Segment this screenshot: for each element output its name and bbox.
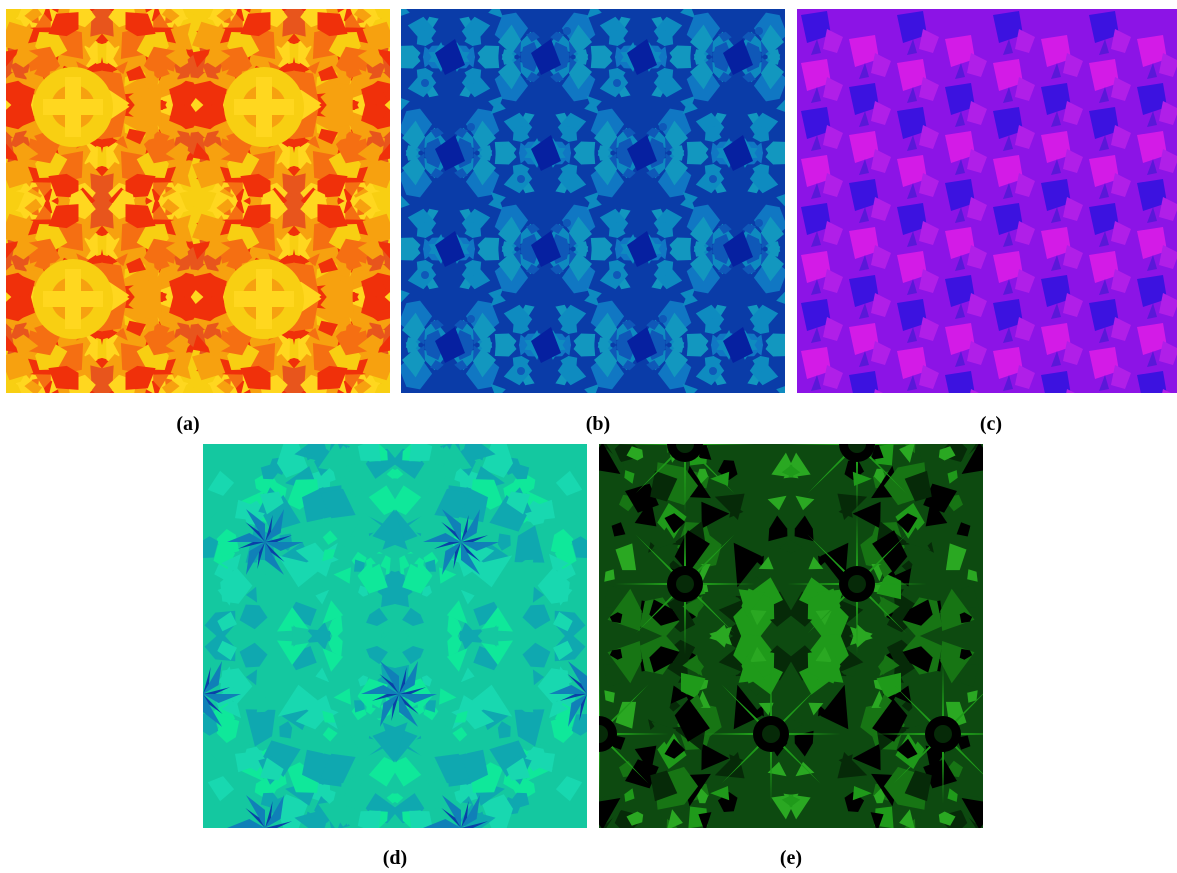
- pattern-d-svg: [203, 444, 587, 828]
- caption-b: (b): [585, 413, 611, 435]
- pattern-b-svg: [401, 9, 785, 393]
- caption-a: (a): [176, 413, 200, 435]
- caption-c: (c): [979, 413, 1003, 435]
- pattern-e-svg: [599, 444, 983, 828]
- caption-d: (d): [382, 847, 408, 869]
- pattern-image-d: [203, 444, 587, 828]
- pattern-image-a: [6, 9, 390, 393]
- caption-e: (e): [779, 847, 803, 869]
- pattern-a-svg: [6, 9, 390, 393]
- pattern-image-b: [401, 9, 785, 393]
- pattern-c-svg: [797, 9, 1177, 393]
- pattern-image-c: [797, 9, 1177, 393]
- pattern-image-e: [599, 444, 983, 828]
